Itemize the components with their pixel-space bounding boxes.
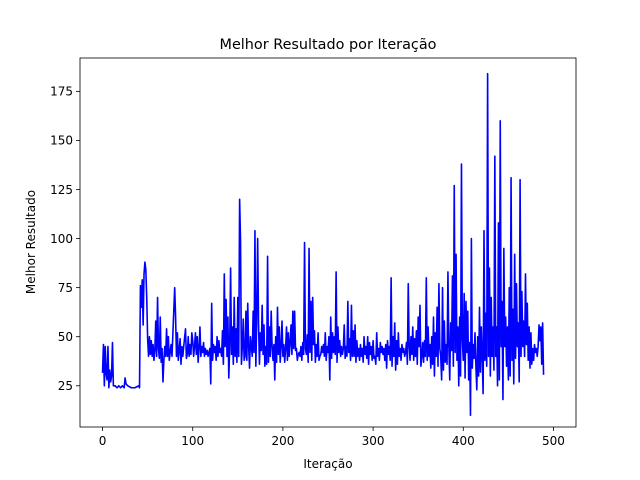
y-tick-label: 75 bbox=[58, 281, 73, 295]
x-tick-label: 0 bbox=[99, 434, 107, 448]
y-tick-label: 100 bbox=[50, 232, 73, 246]
x-axis-label: Iteração bbox=[303, 457, 352, 471]
x-tick-label: 300 bbox=[362, 434, 385, 448]
y-tick-label: 175 bbox=[50, 85, 73, 99]
x-axis: 0 100 200 300 400 500 bbox=[99, 427, 565, 448]
y-axis: 25 50 75 100 125 150 175 bbox=[50, 85, 80, 393]
plot-frame bbox=[79, 57, 577, 428]
chart-title: Melhor Resultado por Iteração bbox=[220, 37, 437, 53]
x-tick-label: 200 bbox=[271, 434, 294, 448]
x-tick-label: 500 bbox=[542, 434, 565, 448]
y-tick-label: 150 bbox=[50, 134, 73, 148]
x-tick-label: 400 bbox=[452, 434, 475, 448]
series-line-1 bbox=[101, 72, 545, 417]
y-tick-label: 125 bbox=[50, 183, 73, 197]
y-axis-label: Melhor Resultado bbox=[24, 190, 38, 294]
y-tick-label: 50 bbox=[58, 330, 73, 344]
y-tick-label: 25 bbox=[58, 379, 73, 393]
x-tick-label: 100 bbox=[181, 434, 204, 448]
plot-area bbox=[101, 72, 545, 417]
